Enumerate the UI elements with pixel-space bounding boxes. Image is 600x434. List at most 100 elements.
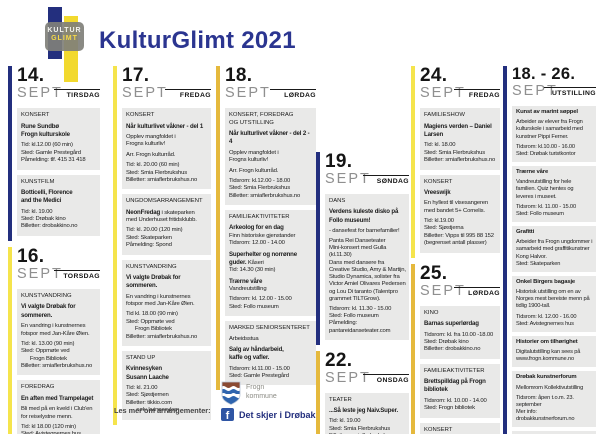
page-title: KulturGlimt 2021 xyxy=(99,27,296,54)
day-content: 16. SEPT TORSDAG KUNSTVANDRING Vi valgte Drø… xyxy=(12,247,100,434)
logo-text-kultur: KULTUR xyxy=(47,27,82,34)
event-card: KINO Barnas superlørdag Tidsrom: kl. fra 1… xyxy=(420,305,500,359)
event-text: Arr. Frogn kulturråd. xyxy=(126,152,208,159)
facebook-icon: f xyxy=(221,408,234,421)
day-group: 22. SEPT ONSDAG TEATER ...Så leste jeg Naiv.… xyxy=(316,351,409,434)
event-text: Tid: kl. 21.00 Sted: Sjøstjernen Billett… xyxy=(126,385,208,415)
date-month: SEPT xyxy=(17,265,63,282)
event-category: MARKED SENIORSENTERET xyxy=(229,325,310,332)
event-text: Historier om tilhørighet xyxy=(516,339,593,346)
logo-plate: KULTUR GLIMT xyxy=(45,22,84,51)
event-text-run: En vandring i kunstnernes fotspor med Ja… xyxy=(21,323,90,337)
date-weekday: FREDAG xyxy=(454,89,500,99)
event-card: Grafitti Arbeider fra Frogn ungdommer i s… xyxy=(512,225,596,272)
date-header: 18. - 26. SEPT UTSTILLING xyxy=(512,66,596,99)
date-accent-bar xyxy=(216,66,220,391)
date-month: SEPT xyxy=(17,85,63,102)
event-text-run: Tid: kl. 18.00 Sted: Smia Flerbrukshus B… xyxy=(424,142,496,164)
event-card: KONSERT Rune Sundbø Frogn kulturskole Tid:… xyxy=(17,108,100,170)
event-text: Vreeswijk xyxy=(424,189,497,197)
event-card: FAMILIEAKTIVITETER Brettspilldag på Frogn… xyxy=(420,363,500,418)
date-weekday: LØRDAG xyxy=(454,286,500,297)
event-text: Opplev mangfoldet i Frogns kulturliv! xyxy=(229,150,313,165)
event-text: Brettspilldag på Frogn bibliotek xyxy=(424,378,497,395)
event-category: KONSERT xyxy=(424,426,453,433)
event-text: Rune Sundbø Frogn kulturskole xyxy=(21,123,97,140)
event-text-run: Tid: kl. 21.00 Sted: Sjøstjernen Billett… xyxy=(126,385,180,414)
event-text: Tidsrom: åpen t.o.m. 23. september Mer i… xyxy=(516,395,593,424)
event-category: KUNSTVANDRING xyxy=(21,293,72,300)
date-number: 18. - 26. xyxy=(512,65,576,83)
column-3: 18. SEPT LØRDAG KONSERT, FOREDRAG OG UTSTIL… xyxy=(216,66,316,396)
event-text-run: Vi valgte Drøbak for sommeren. xyxy=(21,303,76,319)
event-text: Tidsrom: kl. 11.30 - 15.00 Sted: Follo m… xyxy=(329,306,406,335)
date-accent-bar xyxy=(316,152,320,345)
event-category: FAMILIEAKTIVITETER xyxy=(229,214,290,221)
event-text: Salg av håndarbeid, kaffe og vafler. xyxy=(229,346,313,363)
event-text: En vandring i kunstnernes fotspor med Ja… xyxy=(21,323,97,338)
municipality-name: Frogn kommune xyxy=(246,384,277,400)
event-text: Når kulturlivet våkner - del 2 - 4 xyxy=(229,130,313,147)
event-text-run: Drøbak kunstnerforum xyxy=(516,374,577,381)
event-text: Tid: kl.12.00 (60 min) Sted: Gamle Prest… xyxy=(21,142,97,164)
event-text: Arr. Frogn kulturråd. xyxy=(229,168,313,175)
date-month: SEPT xyxy=(512,82,558,99)
day-content: 22. SEPT ONSDAG TEATER ...Så leste jeg Naiv.… xyxy=(320,351,409,434)
event-card: KUNSTVANDRING Vi valgte Drøbak for sommer… xyxy=(122,259,211,346)
event-text-run: Tid: kl. 19.00 Sted: Smia Flerbrukshus B… xyxy=(329,418,400,434)
event-text: Digitalutstilling kan sees på www.frogn.… xyxy=(516,349,593,363)
event-text-run: Tid: kl.12.00 (60 min) Sted: Gamle Prest… xyxy=(21,142,86,164)
event-text: NeonFredag i skateparken med Underhuset … xyxy=(126,209,208,225)
event-text-run: Tidsrom: kl. 11.00 - 15.00 Sted: Follo m… xyxy=(516,203,576,217)
event-text-run: En hyllest til visesangeren med bandet 5… xyxy=(424,200,489,214)
event-text: Trærne våre Vandreutstilling xyxy=(229,278,313,294)
event-text-run: Vreeswijk xyxy=(424,188,451,196)
event-text: Arbeider av elever fra Frogn kulturskole… xyxy=(516,119,593,140)
event-text: Onkel Birgers bagasje xyxy=(516,279,593,286)
column-1: 14. SEPT TIRSDAG KONSERT Rune Sundbø Frogn k… xyxy=(8,66,100,434)
event-text: Tid: kl. 13.00 (90 min) Sted: Oppmøte ve… xyxy=(21,341,97,371)
event-text-run: Tidsrom: kl. 12.00 - 16.00 Sted: Avisteg… xyxy=(516,313,577,327)
event-category: KONSERT xyxy=(126,112,155,119)
event-text-run: Når kulturlivet våkner - del 2 - 4 xyxy=(229,130,310,146)
event-text: En aften med Trampelaget xyxy=(21,395,97,403)
event-text: En hyllest til visesangeren med bandet 5… xyxy=(424,200,497,215)
date-header: 24. SEPT FREDAG xyxy=(420,66,500,101)
event-text: Tidsrom: kl. 10.00 - 14.00 Sted: Frogn b… xyxy=(424,398,497,413)
event-card: Kunst av marint søppel Arbeider av elever… xyxy=(512,105,596,162)
event-text: Tidsrom: kl.10.00 - 16.00 Sted: Drøbak t… xyxy=(516,144,593,158)
event-text-run: Verdens kuleste disko på Follo museum! xyxy=(329,208,399,224)
event-text: Superhelter og norrønne guder. Kåseri Ti… xyxy=(229,251,313,275)
event-text-run: Digitalutstilling kan sees på www.frogn.… xyxy=(516,349,581,363)
event-text: Mellomrom Kollektivutstilling xyxy=(516,385,593,392)
event-text-run: Trærne våre xyxy=(516,168,549,175)
day-group: 18. - 26. SEPT UTSTILLING Kunst av marint s… xyxy=(503,66,596,434)
event-text-run: Barnas superlørdag xyxy=(424,320,479,328)
event-text: Trærne våre xyxy=(516,169,593,176)
event-card: FRA 25. SEPTEMBER:Oslofjorden Kunstsente… xyxy=(512,431,596,434)
event-card: KONSERTNordic Tenors - ClassicsTid: kl. … xyxy=(420,422,500,434)
date-weekday: ONSDAG xyxy=(363,373,409,384)
day-group: 17. SEPT FREDAG KONSERT Når kulturlivet våkn… xyxy=(113,66,211,425)
date-accent-bar xyxy=(411,66,415,258)
event-text-run: Tidsrom: kl.12.00 - 18.00 Sted: Smia Fle… xyxy=(229,177,301,199)
event-text-run: Historier om tilhørighet xyxy=(516,338,578,345)
event-text-run: Brettspilldag på Frogn bibliotek xyxy=(424,378,486,394)
day-group: 24. SEPT FREDAG FAMILIESHOW Magiens verden –… xyxy=(411,66,500,258)
date-month: SEPT xyxy=(122,85,168,102)
event-text: Arbeider fra Frogn ungdommer i samarbeid… xyxy=(516,239,593,268)
event-text-run: Arkeolog for en dag xyxy=(229,224,284,232)
event-text-run: Tidsrom: kl.11.00 - 15.00 Sted: Gamle Pr… xyxy=(229,365,290,380)
event-text: Tidsrom: kl. 11.00 - 15.00 Sted: Follo m… xyxy=(516,204,593,218)
event-text-run: Rune Sundbø Frogn kulturskole xyxy=(21,122,70,139)
event-category: DANS xyxy=(329,198,346,205)
event-text: Tid: kl. 19.00 Sted: Smia Flerbrukshus B… xyxy=(329,418,406,434)
event-text: Tid: kl. 20.00 (120 min) Sted: Skatepark… xyxy=(126,227,208,249)
event-text: Historisk utstilling om en av Norges mes… xyxy=(516,289,593,310)
event-text-run: Tidsrom: kl. fra 10.00 -18.00 Sted: Drøb… xyxy=(424,331,494,353)
day-content: 14. SEPT TIRSDAG KONSERT Rune Sundbø Frogn k… xyxy=(12,66,100,241)
event-category: STAND UP xyxy=(126,354,156,361)
date-month: SEPT xyxy=(420,85,466,102)
event-text: Tidsrom: kl. 12.00 - 16.00 Sted: Avisteg… xyxy=(516,314,593,328)
